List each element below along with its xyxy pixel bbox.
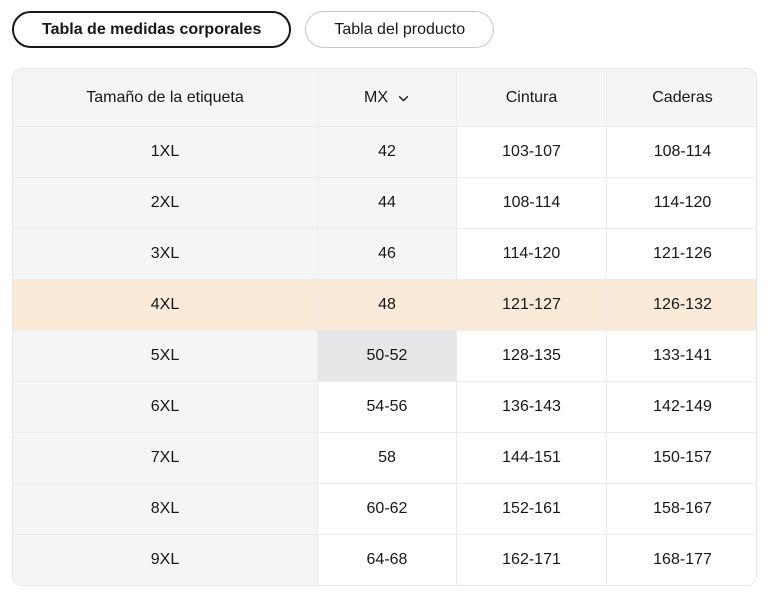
size-table-body: 1XL 42 103-107 108-114 2XL 44 108-114 114-120 3X… <box>13 126 756 585</box>
hips-cell: 114-120 <box>606 177 756 228</box>
hips-cell: 121-126 <box>606 228 756 279</box>
hips-cell: 108-114 <box>606 126 756 177</box>
mx-cell: 50-52 <box>317 330 456 381</box>
size-cell: 8XL <box>13 483 317 534</box>
region-dropdown[interactable]: MX <box>364 89 410 107</box>
waist-cell: 103-107 <box>456 126 606 177</box>
table-row[interactable]: 7XL 58 144-151 150-157 <box>13 432 756 483</box>
table-row[interactable]: 8XL 60-62 152-161 158-167 <box>13 483 756 534</box>
hips-cell: 142-149 <box>606 381 756 432</box>
waist-cell: 162-171 <box>456 534 606 585</box>
mx-cell: 44 <box>317 177 456 228</box>
waist-cell: 152-161 <box>456 483 606 534</box>
chevron-down-icon <box>397 92 410 105</box>
size-table-container: Tamaño de la etiqueta MX Cintura Ca <box>12 68 757 586</box>
size-cell: 2XL <box>13 177 317 228</box>
header-region-cell: MX <box>317 69 456 126</box>
header-label-waist: Cintura <box>456 69 606 126</box>
tab-bar: Tabla de medidas corporales Tabla del pr… <box>12 11 495 48</box>
hips-cell: 168-177 <box>606 534 756 585</box>
hips-cell: 133-141 <box>606 330 756 381</box>
size-cell: 7XL <box>13 432 317 483</box>
mx-cell: 54-56 <box>317 381 456 432</box>
header-label-size: Tamaño de la etiqueta <box>13 69 317 126</box>
hips-cell: 126-132 <box>606 279 756 330</box>
waist-cell: 114-120 <box>456 228 606 279</box>
table-row[interactable]: 5XL 50-52 128-135 133-141 <box>13 330 756 381</box>
tab-body-measurements[interactable]: Tabla de medidas corporales <box>12 11 292 48</box>
size-cell: 5XL <box>13 330 317 381</box>
header-label-hips: Caderas <box>606 69 756 126</box>
table-row[interactable]: 4XL 48 121-127 126-132 <box>13 279 756 330</box>
waist-cell: 144-151 <box>456 432 606 483</box>
mx-cell: 46 <box>317 228 456 279</box>
waist-cell: 121-127 <box>456 279 606 330</box>
size-cell: 1XL <box>13 126 317 177</box>
mx-cell: 60-62 <box>317 483 456 534</box>
hips-cell: 158-167 <box>606 483 756 534</box>
size-cell: 4XL <box>13 279 317 330</box>
size-table: Tamaño de la etiqueta MX Cintura Ca <box>13 69 756 585</box>
mx-cell: 48 <box>317 279 456 330</box>
waist-cell: 108-114 <box>456 177 606 228</box>
mx-cell: 58 <box>317 432 456 483</box>
size-cell: 9XL <box>13 534 317 585</box>
mx-cell: 64-68 <box>317 534 456 585</box>
region-dropdown-label: MX <box>364 88 388 106</box>
mx-cell: 42 <box>317 126 456 177</box>
table-row[interactable]: 6XL 54-56 136-143 142-149 <box>13 381 756 432</box>
waist-cell: 128-135 <box>456 330 606 381</box>
table-row[interactable]: 3XL 46 114-120 121-126 <box>13 228 756 279</box>
table-row[interactable]: 1XL 42 103-107 108-114 <box>13 126 756 177</box>
table-row[interactable]: 9XL 64-68 162-171 168-177 <box>13 534 756 585</box>
hips-cell: 150-157 <box>606 432 756 483</box>
tab-product-measurements[interactable]: Tabla del producto <box>305 11 495 48</box>
table-row[interactable]: 2XL 44 108-114 114-120 <box>13 177 756 228</box>
waist-cell: 136-143 <box>456 381 606 432</box>
size-cell: 3XL <box>13 228 317 279</box>
size-cell: 6XL <box>13 381 317 432</box>
table-header-row: Tamaño de la etiqueta MX Cintura Ca <box>13 69 756 126</box>
